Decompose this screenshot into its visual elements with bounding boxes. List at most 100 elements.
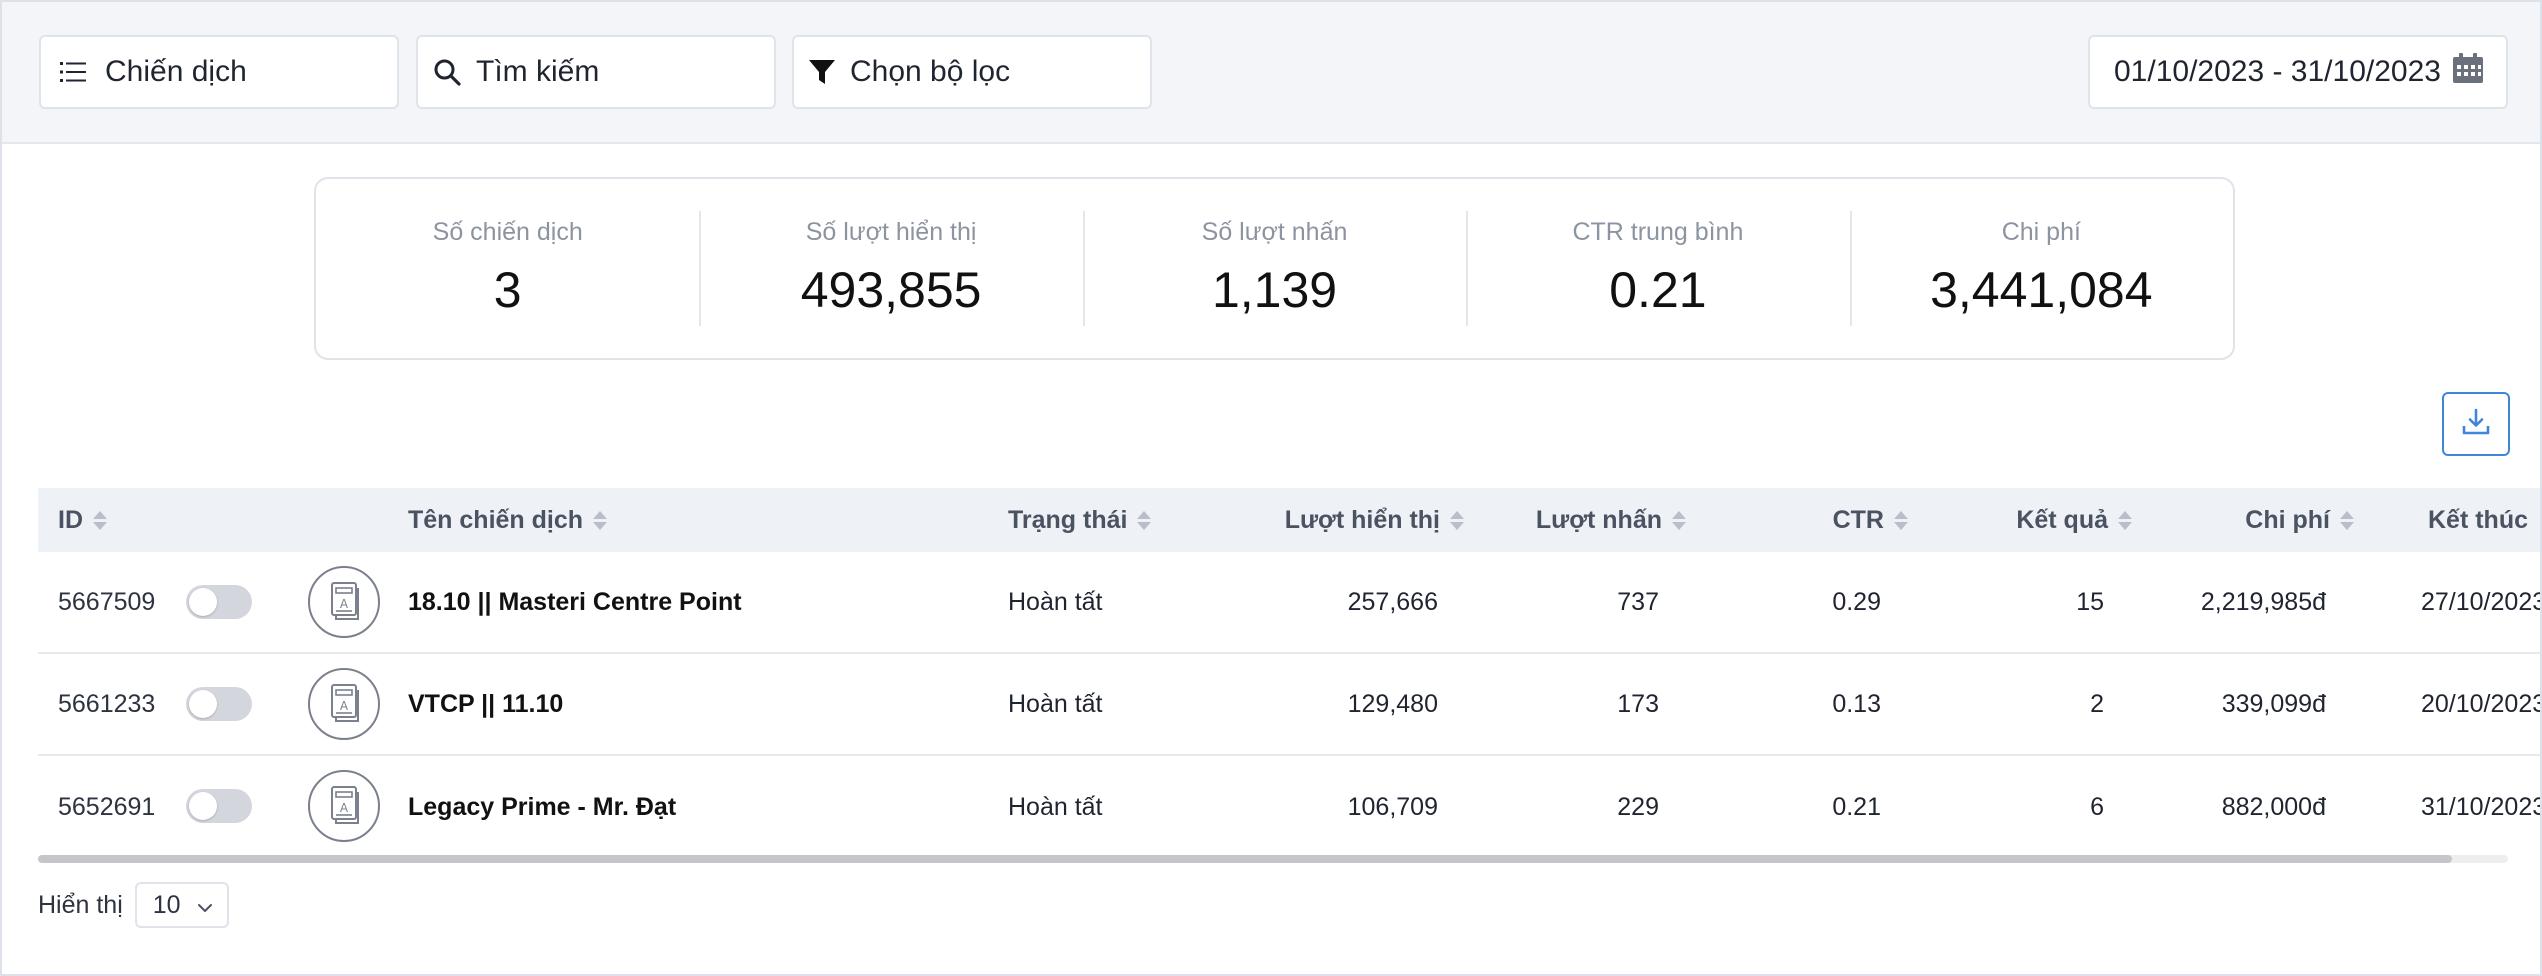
cell-id: 5667509 <box>58 587 156 616</box>
stat-avg-ctr: CTR trung bình 0.21 <box>1466 179 1849 358</box>
campaign-selector-label: Chiến dịch <box>105 55 247 88</box>
chevron-down-icon <box>197 891 213 920</box>
col-header-id[interactable]: ID <box>58 488 107 552</box>
sort-icon <box>593 510 608 530</box>
sort-icon <box>1137 510 1152 530</box>
col-header-label: Lượt nhấn <box>1535 505 1662 534</box>
campaign-table: ID Tên chiến dịch Trạng thái Lượt hiển t… <box>38 488 2542 866</box>
cell-cost: 882,000đ <box>2221 792 2326 821</box>
cell-end-date: 31/10/2023 <box>2421 792 2542 821</box>
col-header-label: Chi phí <box>2245 505 2330 534</box>
sort-icon <box>1450 510 1464 530</box>
stat-cost: Chi phí 3,441,084 <box>1849 179 2233 358</box>
cell-cost: 339,099đ <box>2221 689 2326 718</box>
date-range-picker[interactable]: 01/10/2023 - 31/10/2023 <box>2088 35 2508 109</box>
stat-campaign-count: Số chiến dịch 3 <box>316 179 699 358</box>
cell-clicks: 229 <box>1617 792 1659 821</box>
col-header-clicks[interactable]: Lượt nhấn <box>1478 488 1686 552</box>
stat-value: 0.21 <box>1609 262 1707 318</box>
table-header: ID Tên chiến dịch Trạng thái Lượt hiển t… <box>38 488 2540 552</box>
col-header-impressions[interactable]: Lượt hiển thị <box>1198 488 1464 552</box>
ad-placeholder-icon: A <box>308 668 380 740</box>
stat-label: Chi phí <box>2001 218 2081 246</box>
campaign-selector[interactable]: Chiến dịch <box>39 35 399 109</box>
stat-value: 1,139 <box>1211 262 1338 318</box>
page-size-value: 10 <box>152 890 181 919</box>
col-header-label: Tên chiến dịch <box>408 505 584 534</box>
status-toggle[interactable] <box>186 789 252 823</box>
cell-results: 2 <box>2090 689 2104 718</box>
ad-placeholder-icon: A <box>308 566 380 638</box>
stat-value: 3 <box>493 262 522 318</box>
toolbar: Chiến dịch Tìm kiếm Chọn bộ lọc 01/10/20… <box>2 2 2540 144</box>
col-header-label: ID <box>58 505 83 534</box>
cell-impressions: 129,480 <box>1347 689 1438 718</box>
col-header-label: Trạng thái <box>1008 505 1128 534</box>
download-button[interactable] <box>2442 392 2510 456</box>
filter-icon <box>794 58 850 86</box>
search-placeholder: Tìm kiếm <box>476 55 600 88</box>
calendar-icon <box>2452 52 2484 92</box>
sort-icon <box>2340 510 2354 530</box>
col-header-label: Kết thúc <box>2428 505 2528 534</box>
col-header-label: Lượt hiển thị <box>1284 505 1440 534</box>
svg-text:A: A <box>340 699 349 713</box>
date-range-value: 01/10/2023 - 31/10/2023 <box>2114 55 2441 88</box>
svg-text:A: A <box>340 597 349 611</box>
cell-campaign-name[interactable]: VTCP || 11.10 <box>408 689 564 718</box>
sort-icon <box>2118 510 2132 530</box>
cell-ctr: 0.13 <box>1832 689 1881 718</box>
cell-impressions: 257,666 <box>1347 587 1438 616</box>
cell-impressions: 106,709 <box>1347 792 1438 821</box>
filter-selector-label: Chọn bộ lọc <box>850 55 1011 88</box>
horizontal-scrollbar[interactable] <box>38 855 2508 863</box>
stat-impressions: Số lượt hiển thị 493,855 <box>699 179 1082 358</box>
status-toggle[interactable] <box>186 687 252 721</box>
stat-value: 493,855 <box>800 262 982 318</box>
svg-text:A: A <box>340 801 349 815</box>
cell-status: Hoàn tất <box>1008 689 1103 718</box>
sort-icon <box>1672 510 1686 530</box>
col-header-name[interactable]: Tên chiến dịch <box>408 488 608 552</box>
table-row[interactable]: 5652691 A Legacy Prime - Mr. Đạt Hoàn tấ… <box>38 756 2542 858</box>
col-header-status[interactable]: Trạng thái <box>1008 488 1152 552</box>
cell-id: 5652691 <box>58 792 156 821</box>
cell-cost: 2,219,985đ <box>2200 587 2326 616</box>
col-header-cost[interactable]: Chi phí <box>2158 488 2354 552</box>
page-size-select[interactable]: 10 <box>134 882 229 928</box>
list-icon <box>41 61 105 83</box>
table-row[interactable]: 5661233 A VTCP || 11.10 Hoàn tất 129,480… <box>38 654 2542 756</box>
stat-value: 3,441,084 <box>1930 262 2153 318</box>
table-row[interactable]: 5667509 A 18.10 || Masteri Centre Point … <box>38 552 2542 654</box>
col-header-end[interactable]: Kết thúc <box>2428 488 2528 552</box>
cell-clicks: 173 <box>1617 689 1659 718</box>
status-toggle[interactable] <box>186 585 252 619</box>
download-icon <box>2461 407 2491 442</box>
col-header-label: Kết quả <box>2016 505 2108 534</box>
cell-end-date: 27/10/2023 <box>2421 587 2542 616</box>
page-size-label: Hiển thị <box>38 890 123 919</box>
pagination: Hiển thị 10 <box>38 882 229 928</box>
summary-card: Số chiến dịch 3 Số lượt hiển thị 493,855… <box>314 177 2235 360</box>
stat-label: CTR trung bình <box>1572 218 1744 246</box>
cell-id: 5661233 <box>58 689 156 718</box>
cell-campaign-name[interactable]: 18.10 || Masteri Centre Point <box>408 587 742 616</box>
col-header-ctr[interactable]: CTR <box>1738 488 1908 552</box>
cell-status: Hoàn tất <box>1008 792 1103 821</box>
scrollbar-thumb[interactable] <box>38 855 2452 863</box>
cell-status: Hoàn tất <box>1008 587 1103 616</box>
col-header-results[interactable]: Kết quả <box>1938 488 2132 552</box>
stat-label: Số lượt nhấn <box>1201 218 1348 246</box>
cell-ctr: 0.29 <box>1832 587 1881 616</box>
stat-label: Số chiến dịch <box>432 218 583 246</box>
cell-campaign-name[interactable]: Legacy Prime - Mr. Đạt <box>408 792 677 821</box>
sort-icon <box>93 510 107 530</box>
ad-placeholder-icon: A <box>308 770 380 842</box>
cell-results: 6 <box>2090 792 2104 821</box>
search-input[interactable]: Tìm kiếm <box>416 35 776 109</box>
col-header-label: CTR <box>1832 505 1884 534</box>
cell-end-date: 20/10/2023 <box>2421 689 2542 718</box>
cell-results: 15 <box>2076 587 2104 616</box>
filter-selector[interactable]: Chọn bộ lọc <box>792 35 1152 109</box>
